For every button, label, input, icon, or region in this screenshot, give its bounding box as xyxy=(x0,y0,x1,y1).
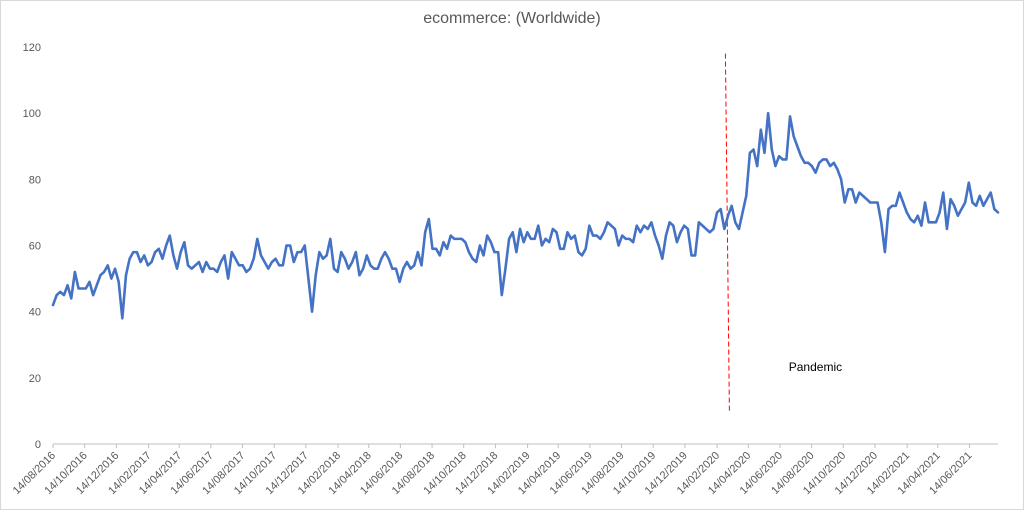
annotations: Pandemic xyxy=(724,53,842,411)
chart-title: ecommerce: (Worldwide) xyxy=(423,10,601,27)
y-tick-label: 20 xyxy=(29,373,41,385)
pandemic-marker-line xyxy=(724,53,730,411)
y-tick-label: 40 xyxy=(29,307,41,319)
pandemic-label: Pandemic xyxy=(789,360,842,374)
series-line xyxy=(51,111,1000,320)
y-tick-label: 120 xyxy=(23,42,41,54)
y-tick-label: 100 xyxy=(23,108,41,120)
series-layer xyxy=(51,111,1000,320)
y-tick-label: 0 xyxy=(35,439,41,451)
y-tick-label: 60 xyxy=(29,241,41,253)
y-tick-label: 80 xyxy=(29,174,41,186)
